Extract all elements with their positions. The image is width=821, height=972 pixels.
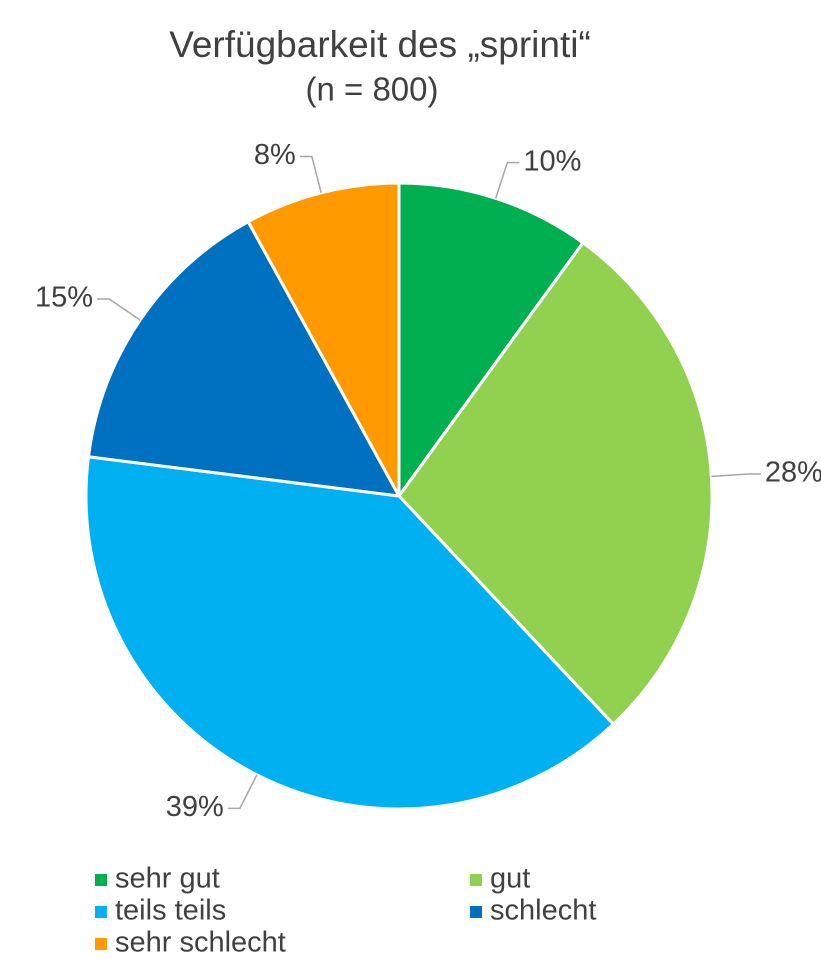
leader-line (711, 473, 761, 478)
pie-slice (246, 181, 401, 497)
chart-subtitle: (n = 800) (306, 71, 439, 108)
data-label: 15% (35, 282, 93, 314)
pie-slice (397, 181, 586, 501)
legend-label: sehr schlecht (115, 927, 286, 959)
legend-swatch (470, 874, 482, 886)
legend-swatch (95, 906, 107, 918)
legend-label: sehr gut (115, 863, 220, 895)
legend-swatch (95, 938, 107, 950)
data-label: 10% (523, 145, 581, 177)
legend-label: teils teils (115, 895, 226, 927)
chart-title: Verfügbarkeit des „sprinti“ (169, 24, 591, 65)
pie-slice (84, 455, 616, 811)
pie-slice (397, 240, 714, 727)
data-label: 8% (254, 139, 296, 171)
data-label: 39% (166, 791, 224, 823)
legend-swatch (470, 906, 482, 918)
legend-label: schlecht (490, 895, 596, 927)
pie-slice (86, 219, 402, 498)
leader-line (299, 155, 322, 194)
legend-swatch (95, 874, 107, 886)
data-label: 28% (765, 457, 821, 489)
leader-line (495, 161, 520, 199)
leader-line (227, 774, 258, 810)
legend-label: gut (490, 863, 530, 895)
leader-line (97, 298, 141, 321)
